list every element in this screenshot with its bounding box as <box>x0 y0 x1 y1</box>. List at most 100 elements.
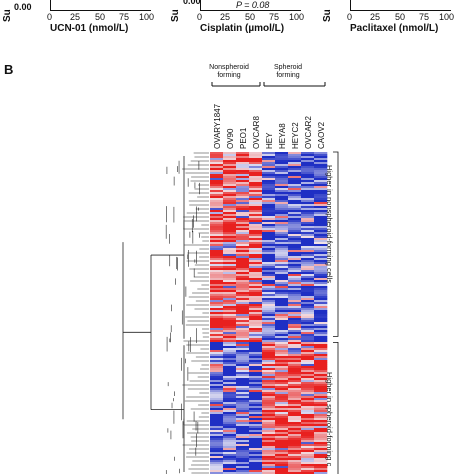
cropped-tick-2: 0.00 <box>183 0 201 6</box>
heatmap-cell <box>223 442 237 445</box>
heatmap-cell <box>210 290 224 293</box>
heatmap-cell <box>236 224 250 227</box>
heatmap-cell <box>262 260 276 263</box>
heatmap-cell <box>301 464 315 467</box>
heatmap-cell <box>236 458 250 461</box>
heatmap-cell <box>262 240 276 243</box>
heatmap-cell <box>236 158 250 161</box>
heatmap-cell <box>314 194 328 197</box>
heatmap-cell <box>223 356 237 359</box>
heatmap-cell <box>236 172 250 175</box>
heatmap-cell <box>275 352 289 355</box>
heatmap-cell <box>249 466 263 469</box>
heatmap-cell <box>236 466 250 469</box>
heatmap-cell <box>288 254 302 257</box>
x-tick-2-3: 75 <box>269 12 280 22</box>
heatmap-cell <box>275 380 289 383</box>
heatmap-cell <box>210 270 224 273</box>
heatmap-cell <box>249 242 263 245</box>
heatmap-cell <box>249 376 263 379</box>
heatmap-cell <box>288 284 302 287</box>
heatmap-cell <box>314 212 328 215</box>
heatmap-cell <box>314 238 328 241</box>
heatmap-cell <box>262 184 276 187</box>
heatmap-cell <box>288 312 302 315</box>
heatmap-cell <box>288 250 302 253</box>
heatmap-cell <box>275 346 289 349</box>
heatmap-cell <box>301 264 315 267</box>
heatmap-cell <box>275 216 289 219</box>
heatmap-cell <box>314 176 328 179</box>
heatmap-cell <box>314 428 328 431</box>
heatmap-cell <box>262 358 276 361</box>
axis-line-3 <box>350 0 451 11</box>
heatmap-cell <box>249 312 263 315</box>
heatmap-cell <box>314 224 328 227</box>
heatmap-cell <box>223 258 237 261</box>
heatmap-cell <box>210 170 224 173</box>
heatmap-cell <box>262 290 276 293</box>
heatmap-cell <box>301 442 315 445</box>
heatmap-cell <box>262 288 276 291</box>
heatmap-cell <box>210 468 224 471</box>
heatmap-cell <box>210 190 224 193</box>
heatmap-cell <box>275 260 289 263</box>
heatmap-cell <box>249 268 263 271</box>
heatmap-cell <box>249 292 263 295</box>
heatmap-cell <box>210 388 224 391</box>
heatmap-cell <box>275 364 289 367</box>
heatmap-cell <box>275 292 289 295</box>
heatmap-cell <box>301 300 315 303</box>
heatmap-cell <box>314 172 328 175</box>
heatmap-cell <box>275 394 289 397</box>
heatmap-cell <box>275 222 289 225</box>
heatmap-cell <box>314 340 328 343</box>
heatmap-cell <box>236 184 250 187</box>
heatmap-cell <box>314 378 328 381</box>
heatmap-cell <box>223 468 237 471</box>
heatmap-cell <box>223 266 237 269</box>
heatmap-cell <box>249 400 263 403</box>
heatmap-cell <box>236 244 250 247</box>
heatmap-cell <box>262 336 276 339</box>
heatmap-cell <box>210 168 224 171</box>
heatmap-cell <box>236 434 250 437</box>
heatmap-cell <box>262 156 276 159</box>
heatmap-cell <box>262 342 276 345</box>
heatmap-cell <box>249 354 263 357</box>
heatmap-cell <box>275 358 289 361</box>
heatmap-cell <box>301 372 315 375</box>
heatmap-cell <box>249 250 263 253</box>
heatmap-cell <box>275 342 289 345</box>
heatmap-cell <box>262 188 276 191</box>
heatmap-cell <box>236 426 250 429</box>
heatmap-cell <box>223 250 237 253</box>
heatmap-cell <box>236 354 250 357</box>
heatmap-cell <box>275 406 289 409</box>
heatmap-cell <box>301 266 315 269</box>
heatmap-cell <box>301 448 315 451</box>
heatmap-cell <box>288 340 302 343</box>
heatmap-cell <box>236 264 250 267</box>
heatmap-cell <box>301 418 315 421</box>
heatmap-cell <box>236 176 250 179</box>
heatmap-cell <box>223 312 237 315</box>
heatmap-cell <box>236 276 250 279</box>
heatmap-cell <box>275 196 289 199</box>
heatmap-cell <box>275 178 289 181</box>
heatmap-cell <box>314 402 328 405</box>
heatmap-cell <box>236 418 250 421</box>
heatmap-cell <box>210 212 224 215</box>
heatmap-cell <box>275 322 289 325</box>
heatmap-cell <box>288 226 302 229</box>
heatmap-cell <box>249 456 263 459</box>
heatmap-cell <box>223 170 237 173</box>
heatmap-cell <box>236 180 250 183</box>
heatmap-cell <box>223 166 237 169</box>
heatmap-cell <box>262 210 276 213</box>
heatmap-cell <box>262 162 276 165</box>
heatmap-cell <box>314 342 328 345</box>
heatmap-cell <box>275 190 289 193</box>
heatmap-cell <box>288 292 302 295</box>
heatmap-cell <box>223 444 237 447</box>
